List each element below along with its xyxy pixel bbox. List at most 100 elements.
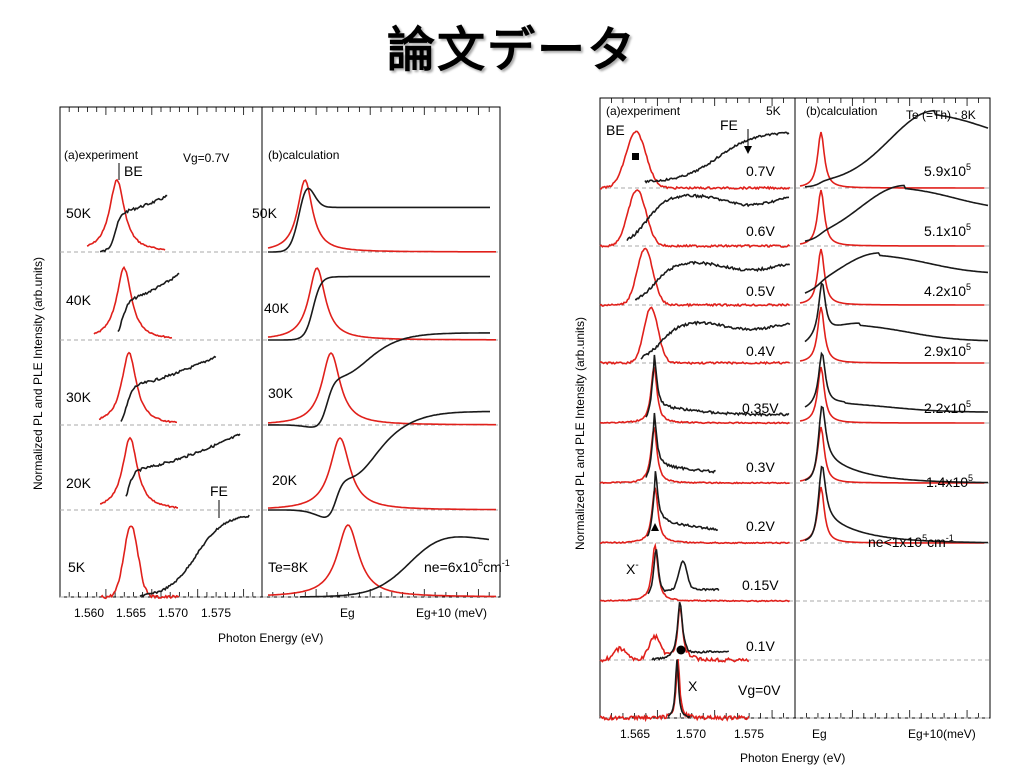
pl-exp-curve — [599, 542, 791, 603]
left-vg-label: Vg=0.7V — [183, 151, 229, 165]
left-xtick-label: 1.575 — [201, 606, 231, 620]
left-xtick-label: 1.560 — [74, 606, 104, 620]
ple-exp-curve — [651, 601, 730, 662]
pl-calc-curve — [267, 351, 496, 426]
pl-calc-curve — [799, 366, 985, 424]
left-xtick-label: 1.565 — [116, 606, 146, 620]
pl-exp-curve — [599, 130, 791, 191]
ple-exp-curve — [646, 471, 719, 537]
left-row-label: 40K — [66, 292, 92, 308]
left-row-label: 20K — [66, 475, 92, 491]
right-calc-ne-label: 4.2x105 — [924, 282, 971, 299]
right-figure: (a)experiment 5K (b)calculation Te (=Th)… — [573, 97, 991, 765]
ple-exp-curve — [139, 514, 250, 597]
right-vg-label: Vg=0V — [738, 682, 781, 698]
right-xtick-label: 1.565 — [620, 727, 650, 741]
right-panel-a-temp: 5K — [766, 104, 781, 118]
ple-exp-curve — [117, 272, 180, 333]
ple-calc-curve — [804, 351, 988, 413]
pl-exp-curve — [93, 265, 173, 339]
ple-exp-curve — [125, 433, 241, 497]
left-xtick-label: 1.570 — [158, 606, 188, 620]
pl-calc-curve — [267, 437, 496, 511]
ple-calc-curve — [268, 332, 490, 428]
ple-calc-curve — [804, 184, 989, 242]
right-vg-label: 0.1V — [746, 638, 775, 654]
left-calc-xtick-label: Eg — [340, 606, 355, 620]
pl-exp-curve — [599, 607, 750, 663]
left-calc-row-label: 40K — [264, 300, 290, 316]
right-vg-label: 0.2V — [746, 518, 775, 534]
right-calc-xtick-label: Eg — [812, 727, 827, 741]
right-calc-xtick-label: Eg+10(meV) — [908, 727, 976, 741]
right-vg-label: 0.5V — [746, 283, 775, 299]
right-calc-ne-label: 5.9x105 — [924, 162, 971, 179]
right-vg-label: 0.35V — [742, 400, 779, 416]
ple-calc-curve — [804, 252, 989, 294]
ple-exp-curve — [667, 659, 691, 718]
left-ylabel: Normalized PL and PLE Intensity (arb.uni… — [31, 257, 45, 490]
pl-calc-curve — [267, 179, 496, 253]
right-ylabel: Normalized PL and PLE Intensity (arb.uni… — [573, 317, 587, 550]
left-calc-row-label: 50K — [252, 205, 278, 221]
left-calc-xtick-label: Eg+10 (meV) — [416, 606, 487, 620]
ple-exp-curve — [120, 355, 217, 422]
left-be-label: BE — [124, 163, 143, 179]
pl-calc-curve — [799, 248, 985, 306]
ple-calc-curve — [299, 536, 490, 598]
right-calc-ne-label: 2.9x105 — [924, 342, 971, 359]
pl-calc-curve — [799, 426, 985, 484]
right-fe-label: FE — [720, 117, 738, 133]
left-curves — [86, 178, 496, 600]
left-calc-row-label: 30K — [268, 385, 294, 401]
pl-exp-curve — [98, 351, 178, 424]
right-calc-ne-label: 1.4x105 — [926, 473, 973, 490]
right-calc-ne-label: ne<1x105cm-1 — [868, 533, 954, 550]
right-vg-label: 0.7V — [746, 163, 775, 179]
right-calc-ne-label: 2.2x105 — [924, 399, 971, 416]
pl-calc-curve — [267, 267, 496, 341]
right-vg-label: 0.15V — [742, 577, 779, 593]
ple-calc-curve — [804, 405, 988, 484]
pl-calc-curve — [799, 189, 985, 247]
right-fe-marker — [744, 146, 752, 154]
ple-calc-curve — [804, 465, 988, 544]
ple-exp-curve — [626, 193, 790, 241]
right-x-label: X — [688, 678, 698, 694]
pl-exp-curve — [99, 436, 178, 509]
pl-exp-curve — [599, 366, 790, 425]
ple-exp-curve — [647, 549, 720, 595]
pl-exp-curve — [599, 427, 790, 485]
left-row-label: 30K — [66, 389, 92, 405]
pl-exp-curve — [100, 525, 180, 600]
left-figure-frame — [59, 106, 501, 598]
right-vg-label: 0.3V — [746, 459, 775, 475]
right-xlabel: Photon Energy (eV) — [740, 751, 845, 765]
left-te-label: Te=8K — [268, 559, 309, 575]
ple-calc-curve — [268, 187, 490, 253]
pl-calc-curve — [799, 486, 985, 544]
ple-exp-curve — [99, 194, 168, 253]
left-fe-label: FE — [210, 483, 228, 499]
right-panel-a-label: (a)experiment — [606, 104, 681, 118]
left-panel-a-label: (a)experiment — [64, 148, 139, 162]
pl-exp-curve — [599, 189, 791, 249]
left-figure: (a)experiment (b)calculation Vg=0.7V BE … — [31, 106, 510, 645]
right-panel-b-temp: Te (=Th) : 8K — [906, 108, 976, 122]
ple-calc-curve — [268, 275, 490, 341]
pl-exp-curve — [86, 178, 166, 251]
ple-calc-curve — [268, 410, 490, 518]
ple-exp-curve — [644, 131, 790, 184]
right-xtick-label: 1.575 — [734, 727, 764, 741]
ple-calc-curve — [804, 281, 989, 343]
ple-exp-curve — [645, 412, 716, 478]
right-xtick-label: 1.570 — [676, 727, 706, 741]
right-triangle-marker — [651, 523, 659, 531]
right-panel-b-label: (b)calculation — [806, 104, 877, 118]
right-vg-label: 0.4V — [746, 343, 775, 359]
right-vg-label: 0.6V — [746, 223, 775, 239]
ple-exp-curve — [634, 260, 790, 301]
ple-exp-curve — [645, 354, 790, 418]
left-row-label: 50K — [66, 205, 92, 221]
